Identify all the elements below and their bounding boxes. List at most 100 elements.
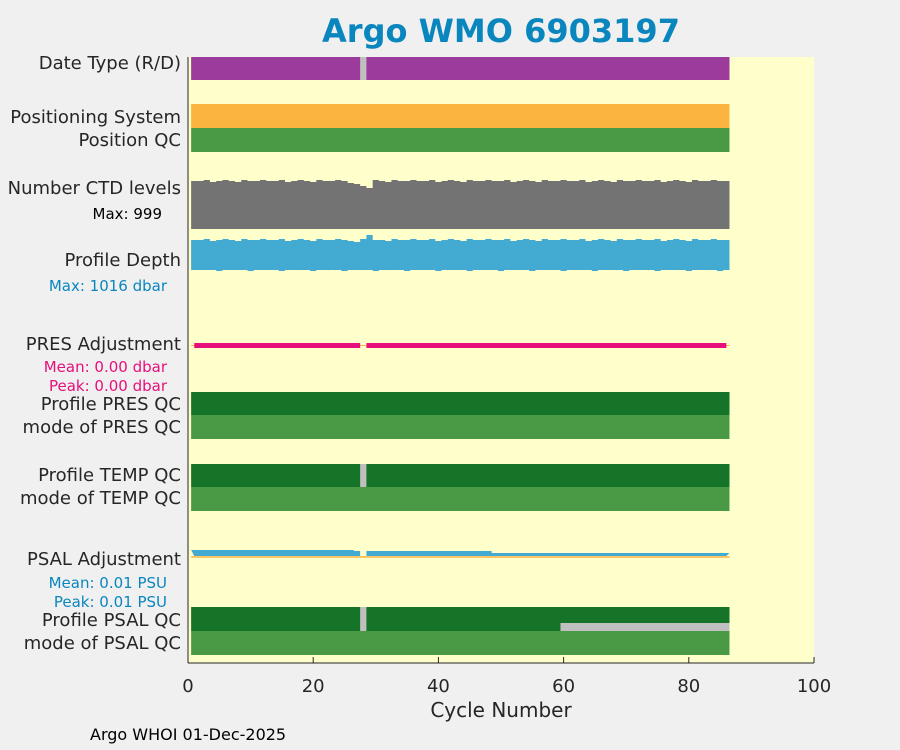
- row-label: PSAL Adjustment: [27, 549, 181, 570]
- depth-bottom-notch: [522, 270, 530, 272]
- depth-bottom-notch: [228, 270, 235, 272]
- row-label: Profile PRES QC: [41, 394, 181, 415]
- depth-bottom-notch: [660, 270, 667, 272]
- depth-bottom-notch: [378, 270, 386, 272]
- depth-bottom-notch: [472, 270, 480, 272]
- depth-bottom-notch: [291, 270, 298, 272]
- depth-bottom-notch: [710, 270, 717, 272]
- depth-bottom-notch: [197, 270, 204, 272]
- depth-bottom-notch: [234, 270, 242, 272]
- missing-cycle-marker: [360, 607, 367, 631]
- depth-bottom-notch: [579, 270, 586, 272]
- row-label: Date Type (R/D): [39, 53, 181, 74]
- depth-bottom-notch: [723, 270, 730, 272]
- row-label: Profile TEMP QC: [38, 465, 181, 486]
- depth-bottom-notch: [422, 270, 430, 272]
- depth-bottom-notch: [679, 270, 686, 272]
- depth-bottom-notch: [441, 270, 448, 272]
- row-label: mode of PRES QC: [23, 417, 181, 438]
- x-tick-label: 40: [427, 676, 450, 697]
- row-annotation: Peak: 0.01 PSU: [54, 593, 167, 611]
- row-bar: [191, 104, 730, 128]
- depth-bottom-notch: [691, 270, 699, 272]
- row-label: Number CTD levels: [8, 178, 181, 199]
- depth-bottom-notch: [266, 270, 273, 272]
- depth-bottom-notch: [429, 270, 436, 272]
- x-tick-label: 60: [552, 676, 575, 697]
- row-annotation: Max: 1016 dbar: [49, 277, 168, 295]
- depth-bottom-notch: [635, 270, 642, 272]
- ctd-levels-area: [191, 180, 730, 229]
- row-label: mode of PSAL QC: [24, 633, 181, 654]
- depth-bottom-notch: [259, 270, 267, 272]
- depth-bottom-notch: [366, 270, 373, 272]
- depth-bottom-notch: [604, 270, 611, 272]
- depth-bottom-notch: [335, 270, 342, 272]
- depth-bottom-notch: [191, 270, 198, 272]
- depth-bottom-notch: [316, 270, 323, 272]
- depth-bottom-notch: [610, 270, 617, 272]
- row-bar: [191, 128, 730, 152]
- missing-cycle-marker: [360, 57, 367, 80]
- row-bar: [191, 464, 730, 487]
- depth-bottom-notch: [322, 270, 329, 272]
- depth-bottom-notch: [460, 270, 467, 272]
- x-tick-label: 100: [797, 676, 831, 697]
- depth-bottom-notch: [641, 270, 649, 272]
- row-label: Profile PSAL QC: [42, 610, 181, 631]
- row-label: Position QC: [78, 130, 181, 151]
- row-annotation: Mean: 0.00 dbar: [44, 358, 168, 376]
- depth-bottom-notch: [479, 270, 486, 272]
- x-axis-label: Cycle Number: [430, 698, 572, 722]
- row-label: Profile Depth: [64, 250, 181, 271]
- chart-title: Argo WMO 6903197: [322, 12, 680, 50]
- depth-bottom-notch: [203, 270, 210, 272]
- depth-bottom-notch: [566, 270, 573, 272]
- plot-background: [188, 57, 814, 663]
- row-bar: [191, 631, 730, 655]
- depth-bottom-notch: [648, 270, 655, 272]
- profile-depth-area: [191, 235, 730, 271]
- row-label: mode of TEMP QC: [20, 488, 181, 509]
- depth-bottom-notch: [541, 270, 548, 272]
- row-label: PRES Adjustment: [26, 334, 181, 355]
- depth-bottom-notch: [447, 270, 455, 272]
- row-bar: [191, 415, 730, 439]
- depth-bottom-notch: [673, 270, 680, 272]
- depth-bottom-notch: [347, 270, 354, 272]
- depth-bottom-notch: [410, 270, 417, 272]
- depth-bottom-notch: [328, 270, 336, 272]
- depth-bottom-notch: [241, 270, 248, 272]
- depth-bottom-notch: [616, 270, 624, 272]
- x-tick-label: 20: [302, 676, 325, 697]
- pres-adjustment-bar: [194, 343, 361, 348]
- depth-bottom-notch: [360, 270, 367, 272]
- depth-bottom-notch: [698, 270, 705, 272]
- row-bar: [191, 392, 730, 415]
- depth-bottom-notch: [666, 270, 674, 272]
- depth-bottom-notch: [535, 270, 542, 272]
- x-tick-label: 80: [677, 676, 700, 697]
- depth-bottom-notch: [554, 270, 561, 272]
- row-annotation: Max: 999: [93, 205, 162, 223]
- depth-bottom-notch: [454, 270, 461, 272]
- depth-bottom-notch: [353, 270, 361, 272]
- depth-bottom-notch: [297, 270, 304, 272]
- footer-text: Argo WHOI 01-Dec-2025: [90, 725, 287, 744]
- psal-adjustment-area: [191, 550, 730, 556]
- depth-bottom-notch: [222, 270, 229, 272]
- row-annotation: Peak: 0.00 dbar: [49, 377, 168, 395]
- depth-bottom-notch: [504, 270, 511, 272]
- depth-bottom-notch: [209, 270, 217, 272]
- depth-bottom-notch: [547, 270, 555, 272]
- depth-bottom-notch: [253, 270, 260, 272]
- x-tick-label: 0: [182, 676, 193, 697]
- row-label: Positioning System: [10, 107, 181, 128]
- depth-bottom-notch: [485, 270, 492, 272]
- depth-bottom-notch: [303, 270, 311, 272]
- depth-bottom-notch: [272, 270, 279, 272]
- depth-bottom-notch: [397, 270, 404, 272]
- missing-cycle-marker: [360, 464, 367, 487]
- depth-bottom-notch: [285, 270, 292, 272]
